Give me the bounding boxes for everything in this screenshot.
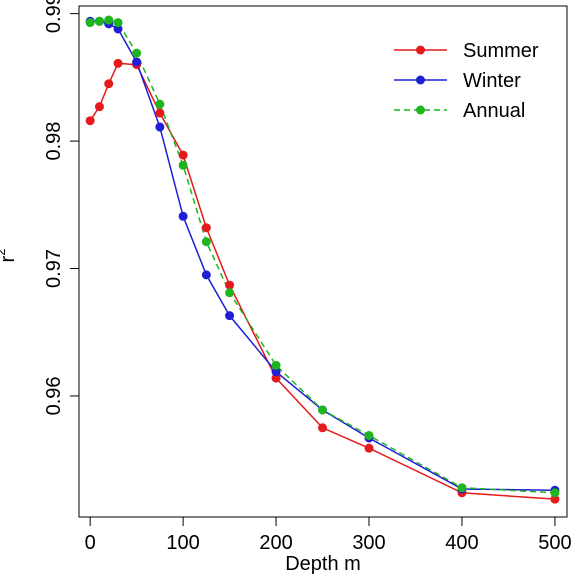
y-axis-title: r2 [0, 249, 19, 263]
legend-item-annual: Annual [394, 100, 525, 122]
data-point-summer [113, 58, 123, 68]
y-axis: 0.96 0.97 0.98 0.99 [43, 0, 79, 415]
data-point-summer [201, 223, 211, 233]
data-point-summer [94, 102, 104, 112]
data-point-winter [178, 211, 188, 221]
legend-marker-summer [416, 45, 425, 55]
plot-border [78, 5, 568, 518]
data-point-summer [550, 494, 560, 504]
y-tick-label: 0.99 [43, 0, 65, 33]
x-tick-label: 400 [445, 532, 478, 554]
data-point-winter [201, 270, 211, 280]
data-point-annual [155, 99, 165, 109]
legend-item-summer: Summer [394, 40, 539, 62]
data-point-winter [155, 122, 165, 132]
x-tick-label: 300 [352, 532, 385, 554]
data-point-summer [318, 423, 328, 433]
data-point-summer [271, 373, 281, 383]
data-point-annual [225, 288, 235, 298]
x-tick-label: 100 [166, 532, 199, 554]
data-point-annual [104, 15, 114, 25]
data-point-annual [132, 48, 142, 58]
data-point-annual [85, 18, 95, 28]
y-axis-title-superscript: 2 [0, 249, 8, 256]
data-point-annual [457, 483, 467, 493]
legend: Summer Winter Annual [394, 40, 539, 122]
data-point-winter [271, 367, 281, 377]
data-point-summer [85, 116, 95, 126]
data-point-summer [104, 79, 114, 89]
data-point-summer [225, 280, 235, 290]
legend-marker-annual [416, 105, 425, 115]
data-point-summer [364, 443, 374, 453]
y-tick-label: 0.98 [43, 122, 65, 161]
data-point-annual [178, 160, 188, 170]
data-point-summer [155, 108, 165, 118]
data-point-summer [178, 150, 188, 160]
data-point-winter [225, 311, 235, 321]
y-axis-title-base: r [0, 255, 19, 262]
series-points [85, 15, 560, 504]
x-axis-title: Depth m [285, 553, 361, 575]
x-tick-label: 0 [85, 532, 96, 554]
data-point-annual [94, 16, 104, 26]
legend-label-annual: Annual [463, 100, 525, 122]
y-tick-label: 0.96 [43, 376, 65, 415]
data-point-annual [550, 488, 560, 498]
data-point-annual [318, 405, 328, 415]
plot-frame [78, 5, 568, 518]
data-point-annual [271, 360, 281, 370]
y-tick-label: 0.97 [43, 249, 65, 288]
data-point-annual [364, 430, 374, 440]
x-axis: 0 100 200 300 400 500 [85, 517, 572, 554]
x-tick-label: 500 [538, 532, 571, 554]
legend-marker-winter [416, 75, 425, 85]
x-tick-label: 200 [259, 532, 292, 554]
legend-label-summer: Summer [463, 40, 539, 62]
series-layer [85, 15, 560, 504]
data-point-annual [113, 18, 123, 28]
data-point-annual [201, 237, 211, 247]
legend-item-winter: Winter [394, 70, 521, 92]
data-point-winter [113, 24, 123, 34]
data-point-winter [132, 57, 142, 67]
legend-label-winter: Winter [463, 70, 521, 92]
